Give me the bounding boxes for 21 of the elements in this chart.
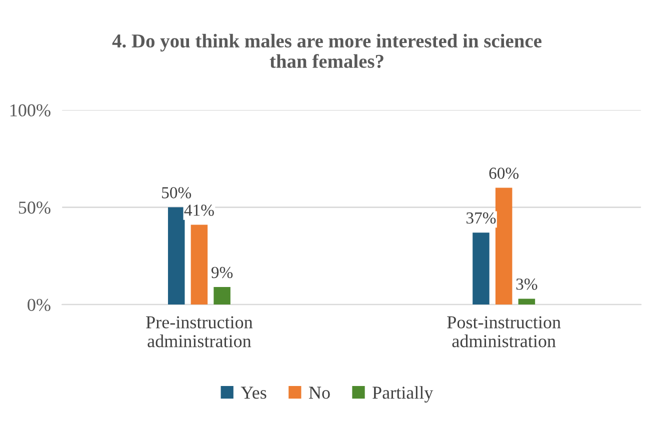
bar	[190, 224, 208, 305]
bar	[495, 188, 512, 305]
data-label: 3%	[516, 278, 538, 290]
legend-label: No	[308, 386, 330, 399]
data-label: 50%	[162, 187, 192, 198]
chart-title: 4. Do you think males are more interested in science than females?	[112, 34, 542, 68]
legend-label: Yes	[240, 386, 266, 399]
data-label: 37%	[466, 212, 496, 224]
bar	[214, 287, 230, 305]
data-label: 41%	[184, 204, 214, 216]
data-label: 9%	[211, 266, 233, 278]
legend-label: Partially	[372, 386, 434, 403]
y-tick-label: 100%	[10, 104, 50, 116]
bar	[518, 298, 536, 305]
y-tick-label: 50%	[18, 202, 50, 214]
bar	[168, 207, 185, 305]
x-tick-label: Pre-instruction administration	[146, 316, 253, 348]
data-label: 60%	[489, 168, 519, 179]
bar	[472, 232, 490, 305]
y-tick-label: 0%	[28, 298, 50, 312]
x-tick-label: Post-instruction administration	[447, 316, 561, 348]
